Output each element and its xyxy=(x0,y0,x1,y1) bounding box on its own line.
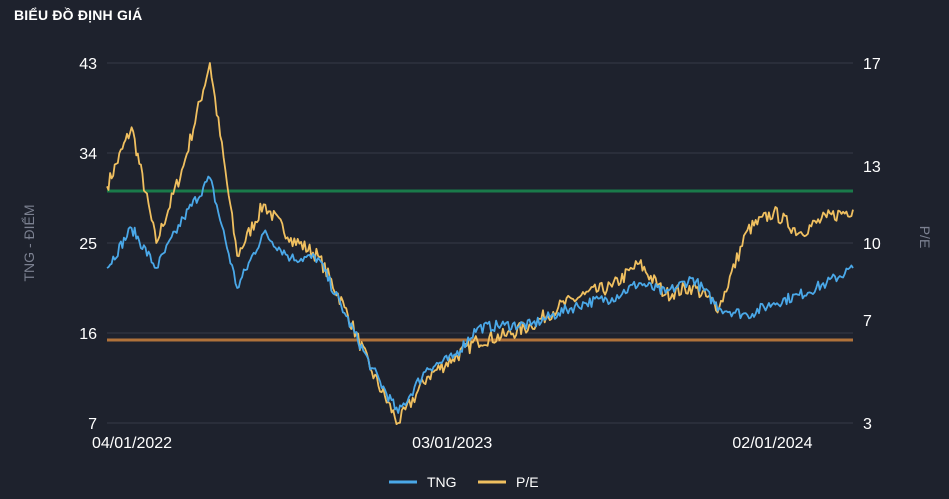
y-tick-label: 16 xyxy=(79,326,97,343)
y-tick-label: 7 xyxy=(88,416,97,433)
legend-label: TNG xyxy=(427,474,457,490)
tick-labels: 43 34 25 16 7 17 13 10 7 3 04/01/2022 03/01/2023 02/… xyxy=(79,56,881,452)
y2-tick-label: 3 xyxy=(863,416,872,433)
series-lines xyxy=(106,62,854,425)
y-tick-label: 25 xyxy=(79,236,97,253)
x-tick-label: 02/01/2024 xyxy=(732,435,812,452)
gridlines xyxy=(107,62,853,424)
reference-lines xyxy=(107,189,853,342)
y-tick-label: 43 xyxy=(79,56,97,73)
legend: TNG P/E xyxy=(389,474,539,490)
chart-title: BIỂU ĐỒ ĐỊNH GIÁ xyxy=(14,7,143,23)
y-tick-label: 34 xyxy=(79,146,97,163)
y2-tick-label: 7 xyxy=(863,313,872,330)
series-line-tng xyxy=(106,175,854,414)
x-tick-label: 04/01/2022 xyxy=(92,435,172,452)
axis-titles: TNG - ĐIỂM P/E xyxy=(20,205,933,282)
y-axis-title: TNG - ĐIỂM xyxy=(20,205,37,282)
series-line-pe xyxy=(106,62,854,425)
y2-tick-label: 17 xyxy=(863,56,881,73)
legend-label: P/E xyxy=(516,474,539,490)
x-tick-label: 03/01/2023 xyxy=(412,435,492,452)
y2-tick-label: 13 xyxy=(863,159,881,176)
y2-tick-label: 10 xyxy=(863,236,881,253)
y2-axis-title: P/E xyxy=(917,226,933,249)
